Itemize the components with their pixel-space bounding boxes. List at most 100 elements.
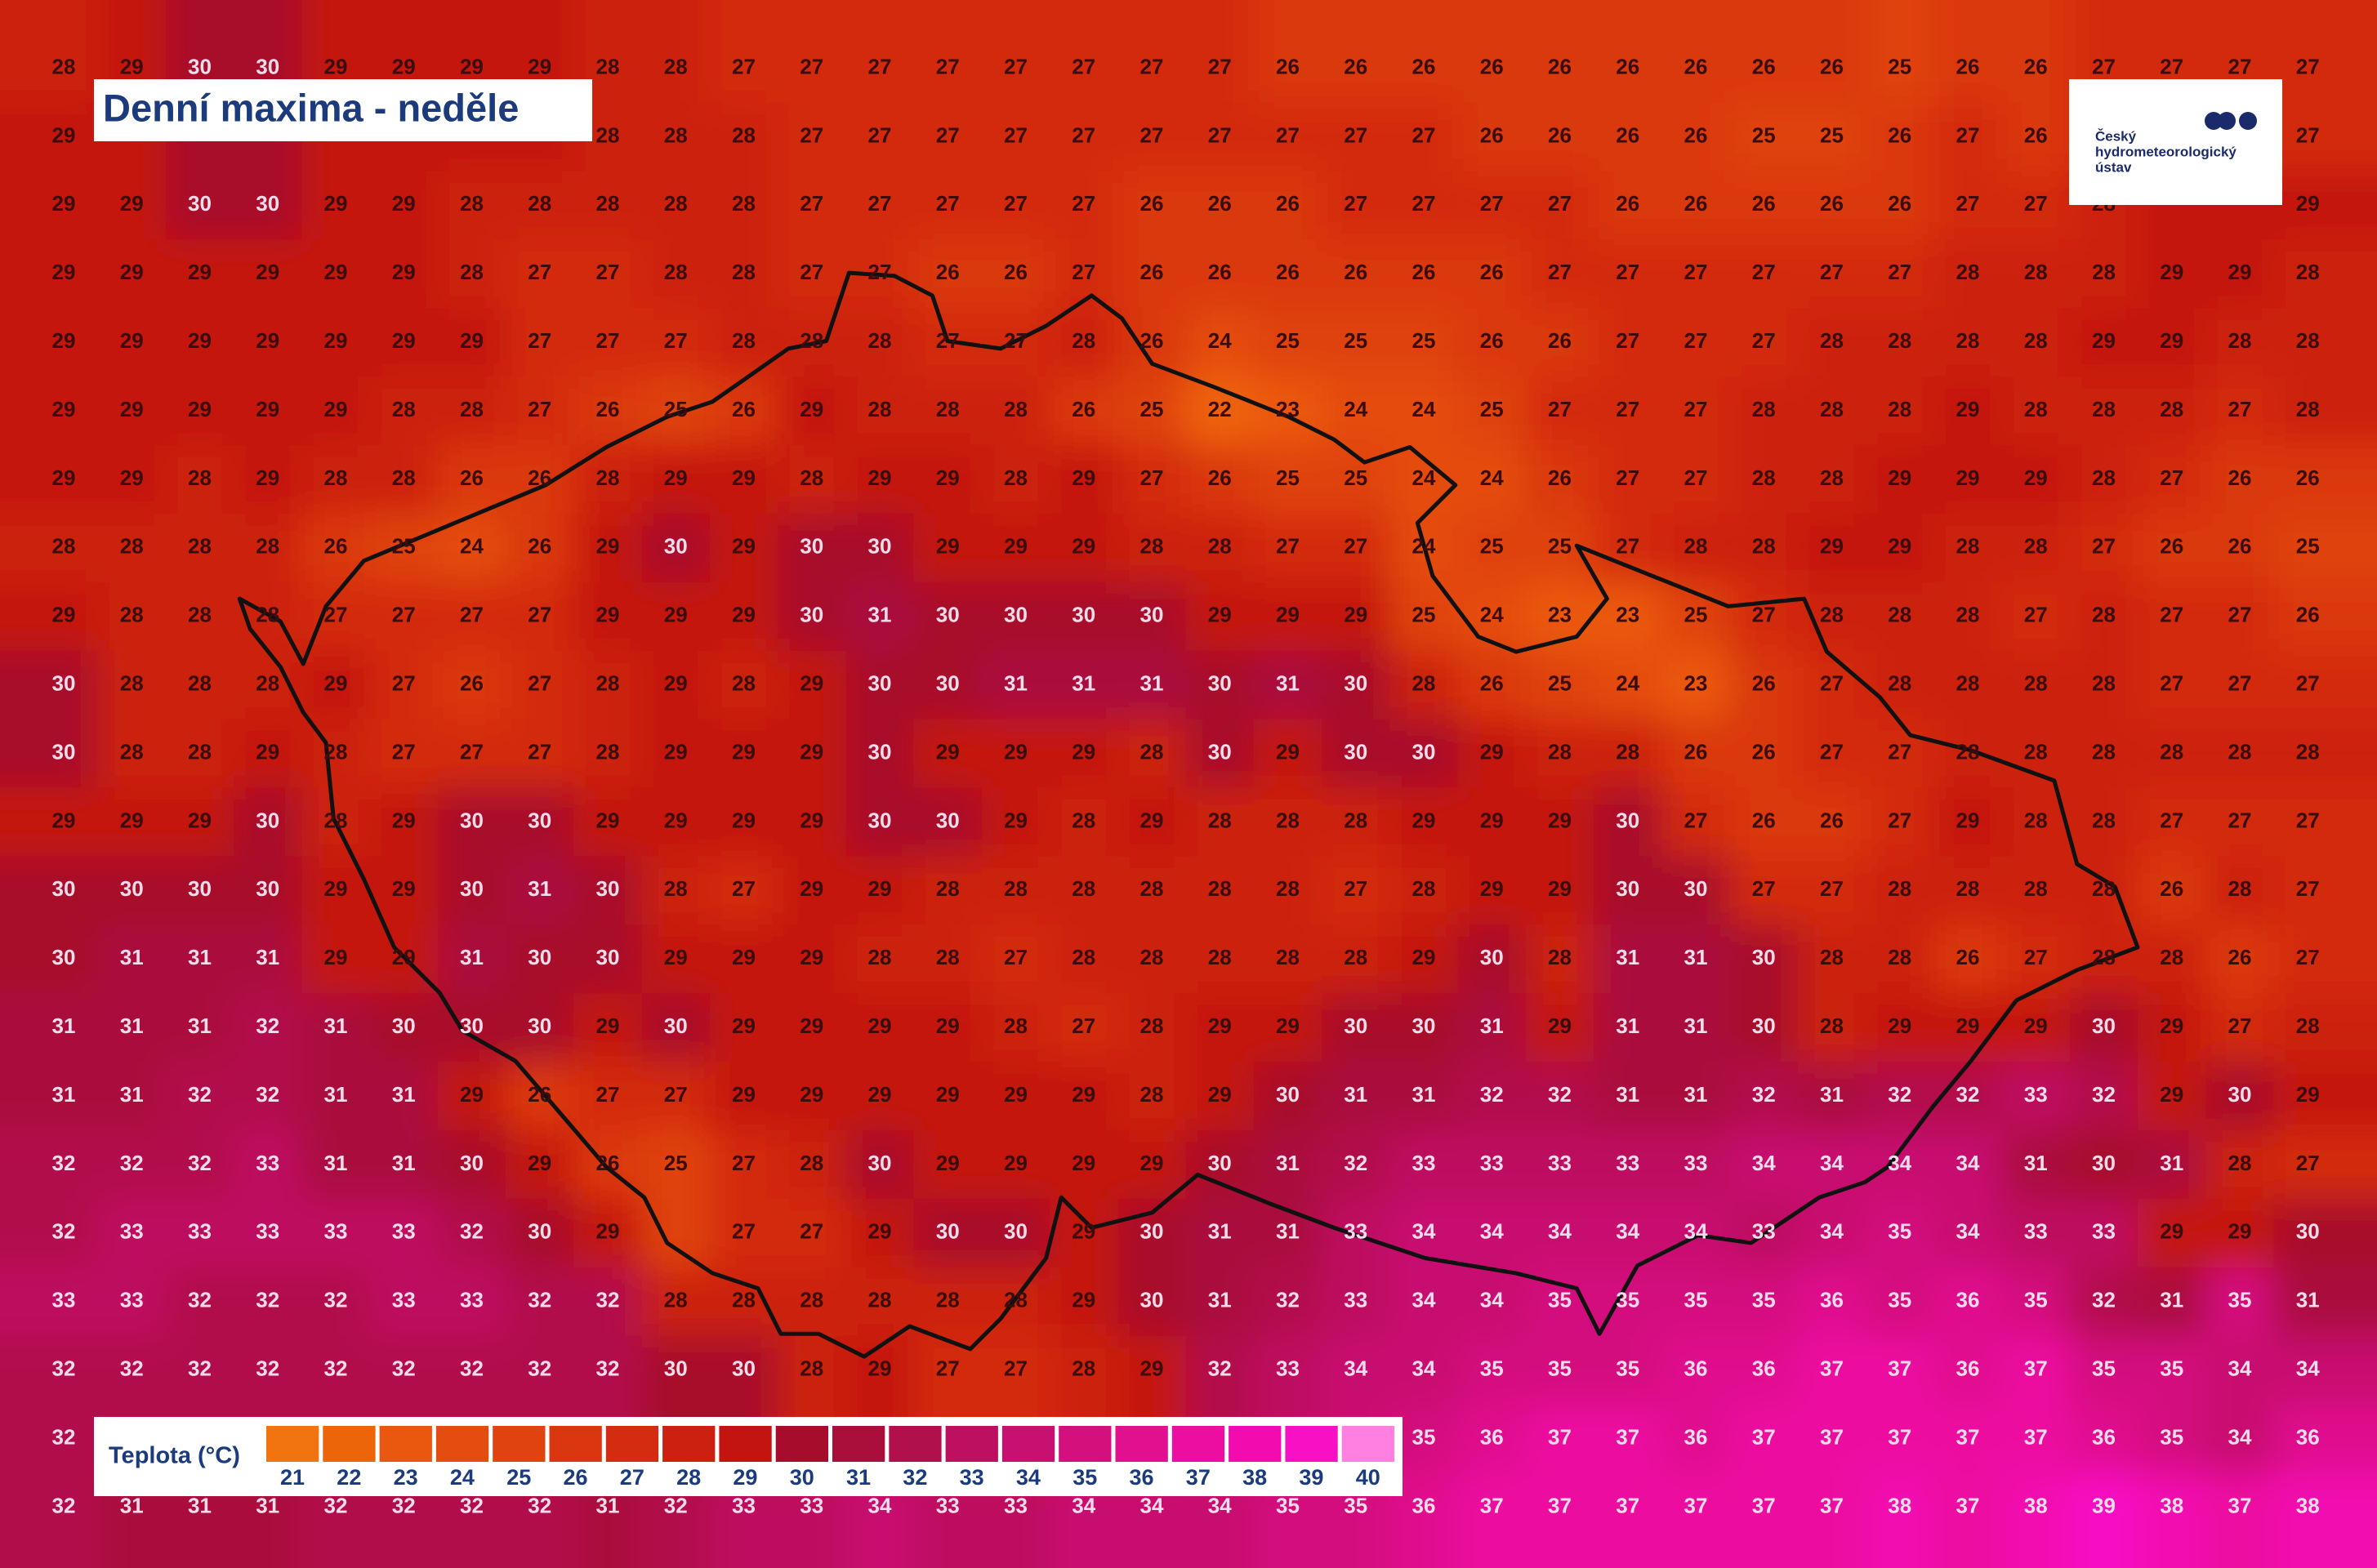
temperature-cell	[2138, 1198, 2207, 1268]
temperature-value: 30	[460, 1151, 484, 1175]
temperature-value: 27	[1140, 122, 1164, 147]
temperature-value: 28	[2092, 808, 2116, 832]
temperature-cell	[2001, 581, 2071, 652]
legend-swatch	[265, 1424, 321, 1463]
temperature-cell	[1253, 0, 1323, 104]
temperature-cell	[1866, 924, 1935, 995]
temperature-cell	[641, 650, 711, 720]
temperature-value: 29	[868, 1219, 892, 1244]
temperature-value: 27	[392, 603, 416, 627]
temperature-cell	[2001, 102, 2071, 172]
temperature-cell	[97, 924, 167, 995]
temperature-cell	[1117, 1062, 1187, 1131]
temperature-value: 27	[1820, 739, 1844, 764]
temperature-cell	[573, 1062, 643, 1131]
temperature-cell	[1389, 856, 1459, 926]
temperature-value: 33	[2092, 1219, 2116, 1244]
temperature-value: 35	[1616, 1288, 1639, 1312]
temperature-value: 29	[120, 466, 144, 490]
temperature-cell	[1933, 1129, 2003, 1200]
temperature-value: 29	[1072, 1288, 1095, 1312]
temperature-value: 28	[324, 739, 348, 764]
legend-label: 23	[394, 1465, 418, 1490]
temperature-cell	[573, 444, 643, 514]
temperature-cell	[2001, 1129, 2071, 1200]
legend-swatch	[491, 1424, 547, 1463]
temperature-value: 29	[1956, 466, 1980, 490]
temperature-cell	[1457, 1472, 1527, 1568]
temperature-cell	[1389, 308, 1459, 378]
temperature-cell	[2138, 1129, 2207, 1200]
temperature-value: 27	[936, 1356, 960, 1380]
temperature-cell	[97, 1335, 167, 1405]
temperature-cell	[709, 102, 779, 172]
temperature-value: 37	[2228, 1493, 2252, 1517]
temperature-value: 27	[528, 260, 551, 284]
temperature-cell	[2001, 1062, 2071, 1131]
temperature-cell	[1185, 239, 1255, 310]
temperature-value: 28	[1820, 603, 1844, 627]
temperature-value: 30	[1616, 876, 1639, 901]
temperature-value: 29	[120, 191, 144, 216]
temperature-cell	[2001, 1198, 2071, 1268]
temperature-value: 33	[800, 1493, 823, 1517]
temperature-cell	[1389, 924, 1459, 995]
temperature-value: 29	[1072, 534, 1095, 559]
temperature-value: 31	[324, 1013, 348, 1038]
temperature-cell	[709, 856, 779, 926]
legend-label: 21	[280, 1465, 305, 1490]
temperature-value: 26	[1480, 122, 1504, 147]
temperature-cell	[1661, 650, 1731, 720]
temperature-cell	[97, 787, 167, 858]
temperature-cell	[97, 993, 167, 1063]
temperature-value: 28	[1208, 808, 1232, 832]
temperature-cell	[778, 1198, 847, 1268]
temperature-value: 26	[1752, 808, 1776, 832]
temperature-cell	[1457, 308, 1527, 378]
temperature-cell	[913, 1198, 983, 1268]
temperature-cell	[301, 1129, 371, 1200]
temperature-cell	[301, 171, 371, 241]
temperature-value: 34	[2228, 1356, 2252, 1380]
temperature-cell	[165, 993, 235, 1063]
temperature-cell	[2069, 513, 2139, 583]
temperature-cell	[1185, 787, 1255, 858]
temperature-value: 29	[868, 466, 892, 490]
temperature-value: 29	[1344, 603, 1367, 627]
temperature-cell	[1253, 308, 1323, 378]
temperature-cell	[165, 444, 235, 514]
temperature-value: 35	[2024, 1288, 2048, 1312]
temperature-value: 26	[2296, 603, 2320, 627]
temperature-cell	[1457, 650, 1527, 720]
temperature-value: 27	[2296, 122, 2320, 147]
temperature-value: 37	[1820, 1424, 1844, 1449]
logo-text: ústav	[2095, 159, 2132, 175]
temperature-value: 32	[2092, 1288, 2116, 1312]
temperature-cell	[1594, 171, 1663, 241]
temperature-value: 26	[1752, 54, 1776, 78]
temperature-value: 27	[2160, 54, 2183, 78]
temperature-value: 26	[1412, 260, 1436, 284]
temperature-value: 26	[1820, 54, 1844, 78]
temperature-cell	[778, 376, 847, 446]
temperature-value: 34	[1888, 1151, 1911, 1175]
temperature-cell	[506, 719, 575, 789]
temperature-value: 29	[392, 328, 416, 353]
temperature-cell	[234, 1198, 303, 1268]
legend-swatch	[1340, 1424, 1396, 1463]
temperature-value: 28	[732, 1288, 756, 1312]
temperature-cell	[369, 513, 439, 583]
temperature-value: 26	[460, 670, 484, 695]
temperature-cell	[2138, 444, 2207, 514]
temperature-cell	[641, 102, 711, 172]
temperature-cell	[97, 719, 167, 789]
temperature-cell	[1525, 719, 1595, 789]
temperature-value: 31	[256, 1493, 279, 1517]
temperature-value: 26	[1616, 191, 1639, 216]
temperature-cell	[506, 1198, 575, 1268]
temperature-cell	[845, 0, 915, 104]
temperature-value: 28	[664, 54, 688, 78]
temperature-cell	[1594, 1129, 1663, 1200]
temperature-cell	[437, 1198, 507, 1268]
temperature-cell	[97, 513, 167, 583]
